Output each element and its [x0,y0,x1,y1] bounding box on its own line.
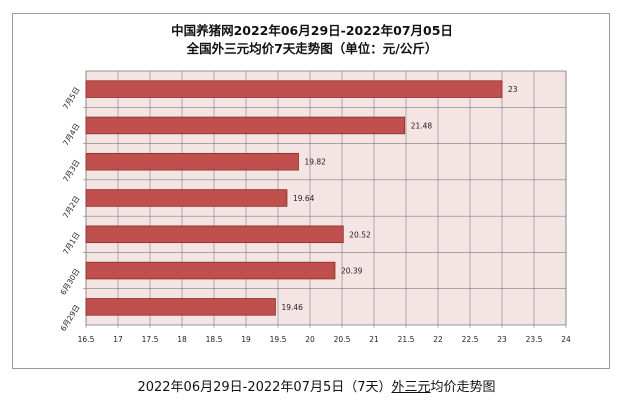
x-axis-ticks: 16.5 17 17.5 18 18.5 19 19.5 20 20.5 21 21.5 22 22.5… [78,335,571,344]
y-tick-label: 7月1日 [61,231,82,257]
bars: 23 21.48 19.82 19.64 20.52 20.39 19.46 [85,80,518,316]
y-tick-label: 7月4日 [61,122,82,148]
x-tick-label: 19 [241,335,251,344]
bar-7月2日 [85,189,288,207]
x-tick-label: 18.5 [206,335,223,344]
y-tick-label: 7月5日 [61,85,82,111]
x-tick-label: 23.5 [526,335,543,344]
data-label: 20.52 [349,230,371,239]
data-label: 19.46 [281,303,303,312]
caption-link-waisanyuan[interactable]: 外三元 [391,380,431,395]
x-tick-label: 22.5 [462,335,479,344]
x-tick-label: 20.5 [334,335,351,344]
data-label: 23 [508,85,518,94]
x-tick-label: 21 [369,335,379,344]
bar-6月29日 [85,298,276,316]
x-tick-label: 20 [305,335,315,344]
x-tick-label: 17 [113,335,123,344]
bar-7月3日 [85,152,299,171]
x-tick-label: 18 [177,335,187,344]
bar-7月1日 [85,225,344,244]
data-label: 20.39 [341,267,363,276]
chart-title-line-2: 全国外三元均价7天走势图（单位：元/公斤） [186,41,438,56]
gridlines [83,71,567,328]
y-tick-label: 6月29日 [59,303,82,333]
y-axis-ticks: 7月5日 7月4日 7月3日 7月2日 7月1日 6月30日 6月29日 [59,85,82,332]
x-tick-label: 23 [497,335,507,344]
caption-prefix: 2022年06月29日-2022年07月5日（7天） [137,380,392,395]
bar-6月30日 [85,261,336,280]
chart-caption: 2022年06月29日-2022年07月5日（7天）外三元均价走势图 [0,376,633,395]
x-tick-label: 17.5 [142,335,159,344]
data-label: 19.64 [293,194,315,203]
caption-suffix: 均价走势图 [430,380,496,395]
x-tick-label: 22 [433,335,443,344]
bar-7月4日 [85,116,406,135]
x-tick-label: 24 [561,335,571,344]
bar-chart: 中国养猪网2022年06月29日-2022年07月05日 全国外三元均价7天走势… [59,23,571,344]
x-tick-label: 16.5 [78,335,95,344]
x-tick-label: 21.5 [398,335,415,344]
y-tick-label: 7月3日 [61,158,82,184]
data-label: 19.82 [304,158,326,167]
y-tick-label: 6月30日 [59,267,82,297]
data-label: 21.48 [411,121,433,130]
x-tick-label: 19.5 [270,335,287,344]
y-tick-label: 7月2日 [61,194,82,220]
chart-title-line-1: 中国养猪网2022年06月29日-2022年07月05日 [171,23,453,38]
bar-7月5日 [85,80,503,98]
chart-frame: 中国养猪网2022年06月29日-2022年07月05日 全国外三元均价7天走势… [12,13,610,369]
